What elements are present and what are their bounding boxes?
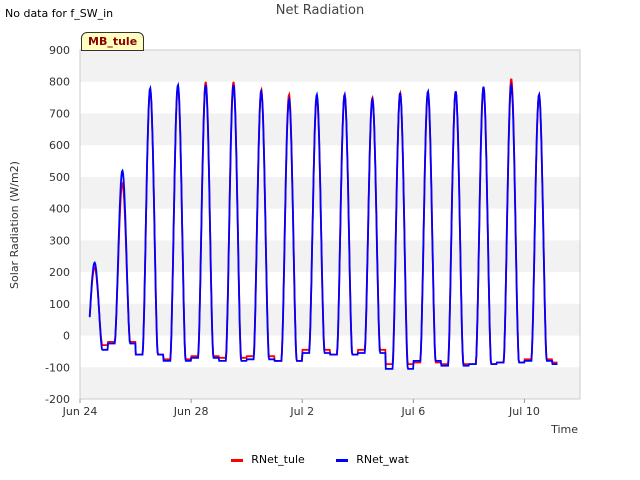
- plot-bands: [80, 50, 580, 399]
- y-tick-label: 900: [49, 44, 70, 57]
- grid-band: [80, 50, 580, 82]
- y-tick-label: -100: [45, 361, 70, 374]
- legend-swatch-rnet-tule: [231, 458, 244, 462]
- legend: RNet_tule RNet_wat: [0, 453, 640, 466]
- legend-label-rnet-tule: RNet_tule: [251, 453, 305, 466]
- site-badge: MB_tule: [81, 32, 145, 51]
- legend-label-rnet-wat: RNet_wat: [356, 453, 409, 466]
- x-tick-label: Jun 24: [62, 405, 98, 418]
- no-data-note: No data for f_SW_in: [5, 7, 114, 20]
- legend-swatch-rnet-wat: [336, 458, 349, 462]
- x-axis-ticks: Jun 24 Jun 28 Jul 2 Jul 6 Jul 10: [62, 399, 540, 418]
- y-tick-label: 700: [49, 107, 70, 120]
- legend-item-rnet-wat: RNet_wat: [336, 453, 409, 466]
- y-axis-ticks: -200 -100 0 100 200 300 400 500 600 700 800 900: [45, 44, 70, 406]
- legend-item-rnet-tule: RNet_tule: [231, 453, 305, 466]
- y-tick-label: 200: [49, 266, 70, 279]
- y-tick-label: 800: [49, 76, 70, 89]
- y-tick-label: 0: [63, 330, 70, 343]
- chart-title: Net Radiation: [275, 3, 365, 18]
- series-lines: [88, 78, 558, 370]
- y-tick-label: -200: [45, 393, 70, 406]
- y-tick-label: 300: [49, 234, 70, 247]
- y-tick-label: 600: [49, 139, 70, 152]
- y-tick-label: 100: [49, 298, 70, 311]
- y-axis-label: Solar Radiation (W/m2): [8, 161, 21, 289]
- grid-band: [80, 303, 580, 336]
- plot-area-frame: [79, 49, 581, 400]
- y-tick-label: 500: [49, 171, 70, 184]
- series-line-rnet-wat: [88, 81, 558, 370]
- x-tick-label: Jul 10: [508, 405, 540, 418]
- grid-band: [80, 240, 580, 273]
- grid-band: [80, 113, 580, 146]
- x-tick-label: Jul 6: [400, 405, 425, 418]
- grid-band: [80, 367, 580, 399]
- x-tick-label: Jul 2: [289, 405, 314, 418]
- grid-band: [80, 176, 580, 209]
- y-tick-label: 400: [49, 203, 70, 216]
- x-tick-label: Jun 28: [173, 405, 209, 418]
- x-axis-label: Time: [550, 423, 578, 436]
